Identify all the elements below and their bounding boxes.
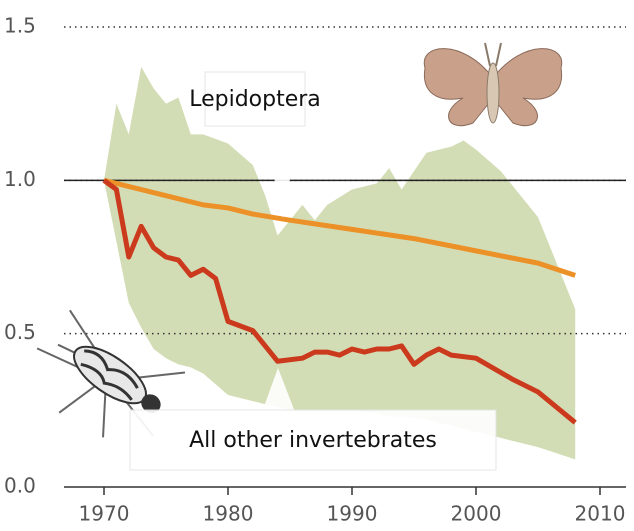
x-tick-label: 1990 <box>327 502 378 526</box>
chart: 0.0 0.5 1.0 1.5 1970 1980 1990 2000 2010 Lepidop… <box>0 0 634 531</box>
x-tick-label: 2010 <box>575 502 626 526</box>
y-tick-label: 1.5 <box>4 14 36 38</box>
series-label: All other invertebrates <box>189 428 437 453</box>
x-tick-label: 2000 <box>451 502 502 526</box>
y-tick-label: 0.5 <box>4 320 36 344</box>
x-tick-label: 1980 <box>203 502 254 526</box>
x-tick-label: 1970 <box>79 502 130 526</box>
y-tick-label: 0.0 <box>4 474 36 498</box>
moth-illustration <box>424 43 561 126</box>
y-tick-label: 1.0 <box>4 167 36 191</box>
series-label: Lepidoptera <box>189 87 321 112</box>
range-band <box>104 67 575 460</box>
